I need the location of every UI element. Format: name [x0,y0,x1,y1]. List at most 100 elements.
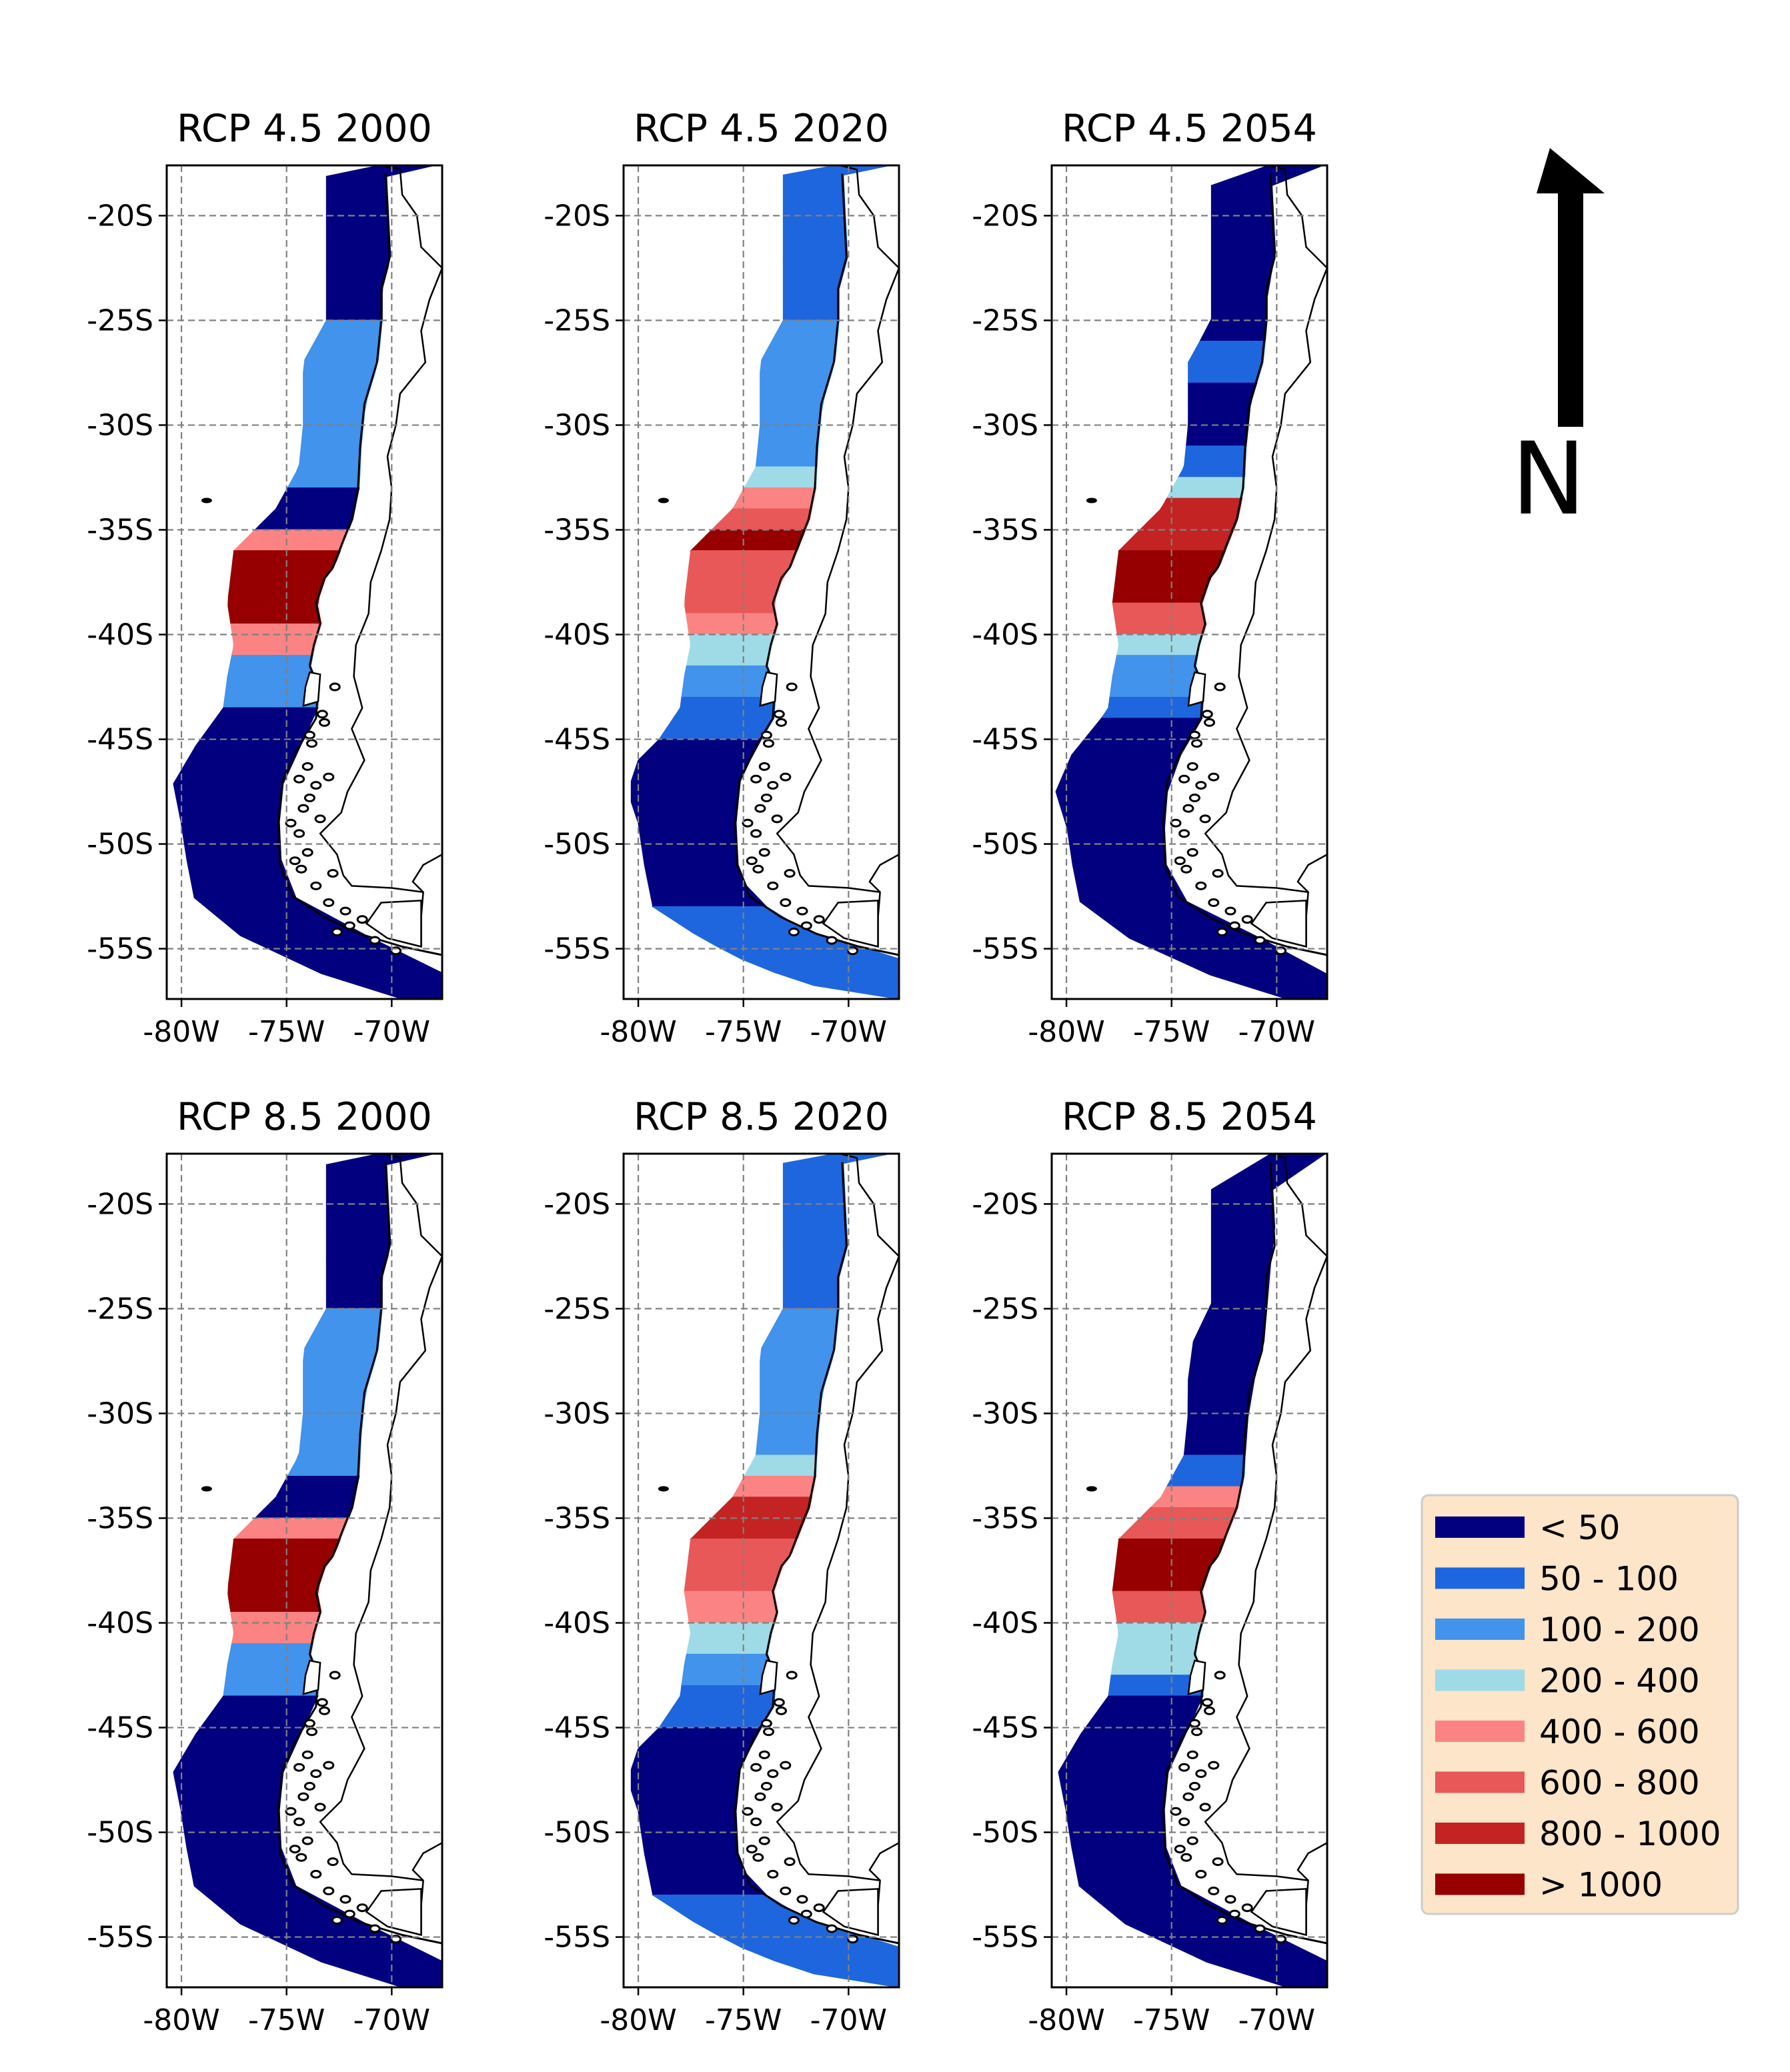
zone-band [744,466,818,489]
map-body [1052,165,1327,999]
island [1224,906,1236,916]
zone-band [1118,1517,1234,1540]
legend-label: 100 - 200 [1539,1611,1700,1649]
lat-tick-label: -20S [544,199,610,233]
island [796,906,808,916]
lat-tick-label: -35S [87,513,153,547]
east-coastline [868,854,899,893]
lat-tick-label: -25S [544,1292,610,1326]
juan-fernandez-island [658,497,669,503]
island [1186,1836,1198,1845]
lon-tick-label: -75W [248,2003,325,2037]
island [327,1857,339,1867]
island [758,848,770,857]
island [813,1903,825,1913]
island [1208,1887,1220,1895]
island [1214,1671,1226,1680]
lat-tick-label: -40S [544,1607,610,1641]
lat-tick-label: -45S [544,723,610,757]
lon-tick-label: -80W [143,1015,219,1049]
island [301,1836,313,1845]
map-frame [622,164,900,1000]
island [314,814,326,824]
island [796,1895,808,1904]
lon-tick-label: -80W [600,1015,676,1049]
chiloe-island [759,1659,778,1696]
island [746,1845,758,1854]
island [301,1750,313,1759]
lon-tick-label: -80W [1028,1015,1104,1049]
island [310,1769,322,1779]
map-panels: RCP 4.5 2000 -20S -25S -30S -35S -40S -45S -50S… [87,107,1328,2037]
island [786,682,798,692]
island [776,1706,787,1715]
lat-tick-label: -50S [544,828,610,862]
island [1204,1706,1215,1715]
zone-band [686,1622,776,1655]
island [1208,898,1220,907]
lat-tick-label: -45S [972,723,1038,757]
country-border [776,1154,899,1935]
legend-swatch [1435,1516,1525,1538]
map-panel: RCP 4.5 2054 -20S -25S -30S -35S -40S -45S -50S… [972,107,1328,1049]
island [1188,794,1200,802]
island [1254,1924,1266,1933]
map-frame [1050,164,1328,1000]
lat-tick-label: -35S [972,513,1038,547]
lat-tick-label: -35S [544,1501,610,1535]
zone-band [755,424,821,468]
juan-fernandez-island [1086,497,1097,503]
island [1195,1769,1207,1779]
lon-tick-label: -70W [810,1015,887,1049]
island [1178,1763,1190,1772]
island [763,1727,774,1737]
country-border [1204,165,1327,947]
chiloe-island [302,1659,321,1696]
island [1214,682,1226,692]
chiloe-island [759,671,778,708]
north-label: N [1511,421,1586,538]
island [1174,1845,1186,1854]
island [1178,774,1190,784]
island [293,829,305,838]
lat-tick-label: -20S [87,1187,153,1221]
island [293,1763,305,1772]
island [758,1836,770,1845]
zone-band [227,655,316,678]
lon-tick-label: -70W [353,1015,430,1049]
east-coastline [411,1842,442,1881]
island [1186,848,1198,857]
island [310,781,322,790]
island [1180,864,1192,874]
island [760,730,772,740]
island [1204,718,1215,727]
lat-tick-label: -25S [972,303,1038,337]
island [329,1671,341,1680]
legend-swatch [1435,1669,1525,1691]
north-arrow: N [1511,148,1605,538]
lat-tick-label: -50S [87,1816,153,1850]
island [356,915,368,924]
lat-tick-label: -25S [544,303,610,337]
zone-band [1118,529,1234,552]
tierra-del-fuego [1250,900,1307,948]
island [1216,928,1228,936]
panel-title: RCP 4.5 2000 [177,107,432,151]
tierra-del-fuego [822,1888,879,1937]
legend-swatch [1435,1721,1525,1742]
zone-band [275,1475,360,1498]
island [306,739,317,748]
legend-label: 50 - 100 [1539,1560,1679,1599]
island [800,921,812,930]
lat-tick-label: -20S [87,199,153,233]
lat-tick-label: -30S [972,1396,1038,1430]
east-coastline [1296,854,1327,893]
chiloe-island [1187,671,1206,708]
lat-tick-label: -55S [972,1921,1038,1955]
zone-band [1116,634,1204,656]
island [289,1845,301,1854]
island [780,1761,792,1770]
island [1174,856,1186,866]
island [1212,1857,1224,1867]
lon-tick-label: -70W [1238,1015,1315,1049]
